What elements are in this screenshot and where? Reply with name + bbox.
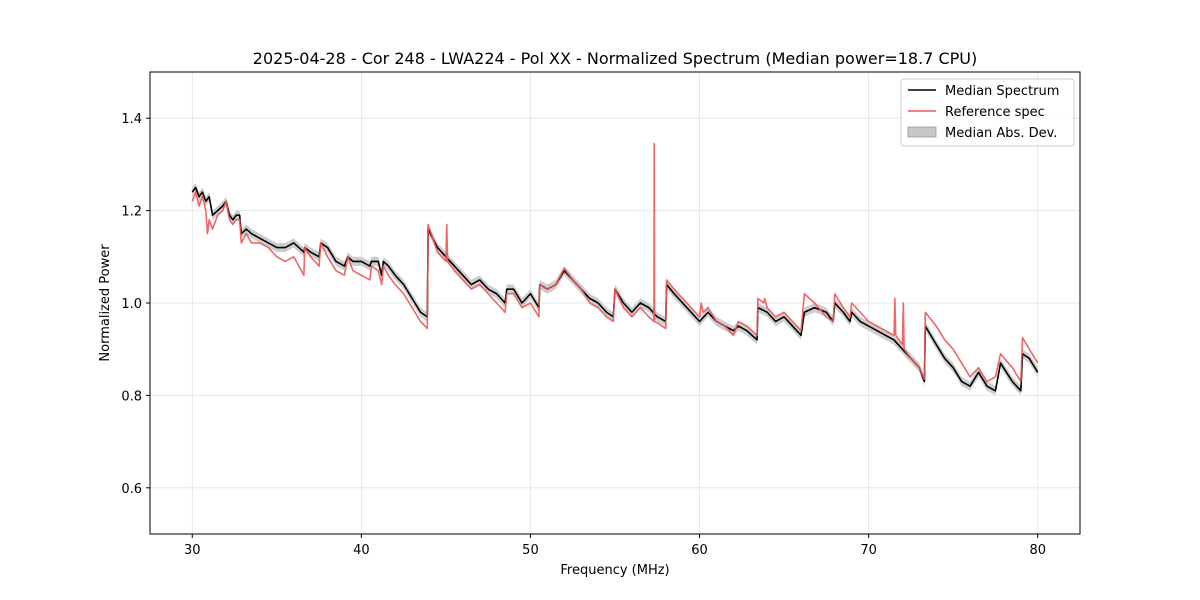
x-tick-label: 70 (860, 543, 877, 558)
chart-title: 2025-04-28 - Cor 248 - LWA224 - Pol XX -… (253, 49, 977, 68)
x-tick-label: 50 (522, 543, 539, 558)
legend-label-median-abs-dev: Median Abs. Dev. (945, 126, 1057, 141)
x-axis-label: Frequency (MHz) (560, 563, 669, 578)
y-tick-label: 1.4 (121, 112, 142, 127)
tick-layer: 30 40 50 60 70 80 0.6 0.8 1.0 1.2 1.4 (121, 112, 1046, 558)
x-tick-label: 80 (1029, 543, 1046, 558)
legend-label-median-spectrum: Median Spectrum (945, 84, 1059, 99)
legend: Median Spectrum Reference spec Median Ab… (900, 78, 1075, 147)
reference-spec-line (191, 142, 1039, 383)
y-axis-label: Normalized Power (98, 244, 113, 362)
y-tick-label: 1.0 (121, 297, 142, 312)
series-layer (191, 142, 1039, 392)
y-tick-label: 1.2 (121, 205, 142, 220)
y-tick-label: 0.8 (121, 389, 142, 404)
median-spectrum-line (191, 186, 1039, 392)
legend-swatch-median-abs-dev (907, 126, 937, 138)
x-tick-label: 60 (691, 543, 708, 558)
x-tick-label: 30 (184, 543, 201, 558)
legend-box (900, 78, 1075, 147)
x-tick-label: 40 (353, 543, 370, 558)
y-tick-label: 0.6 (121, 482, 142, 497)
legend-label-reference-spec: Reference spec (945, 105, 1045, 120)
